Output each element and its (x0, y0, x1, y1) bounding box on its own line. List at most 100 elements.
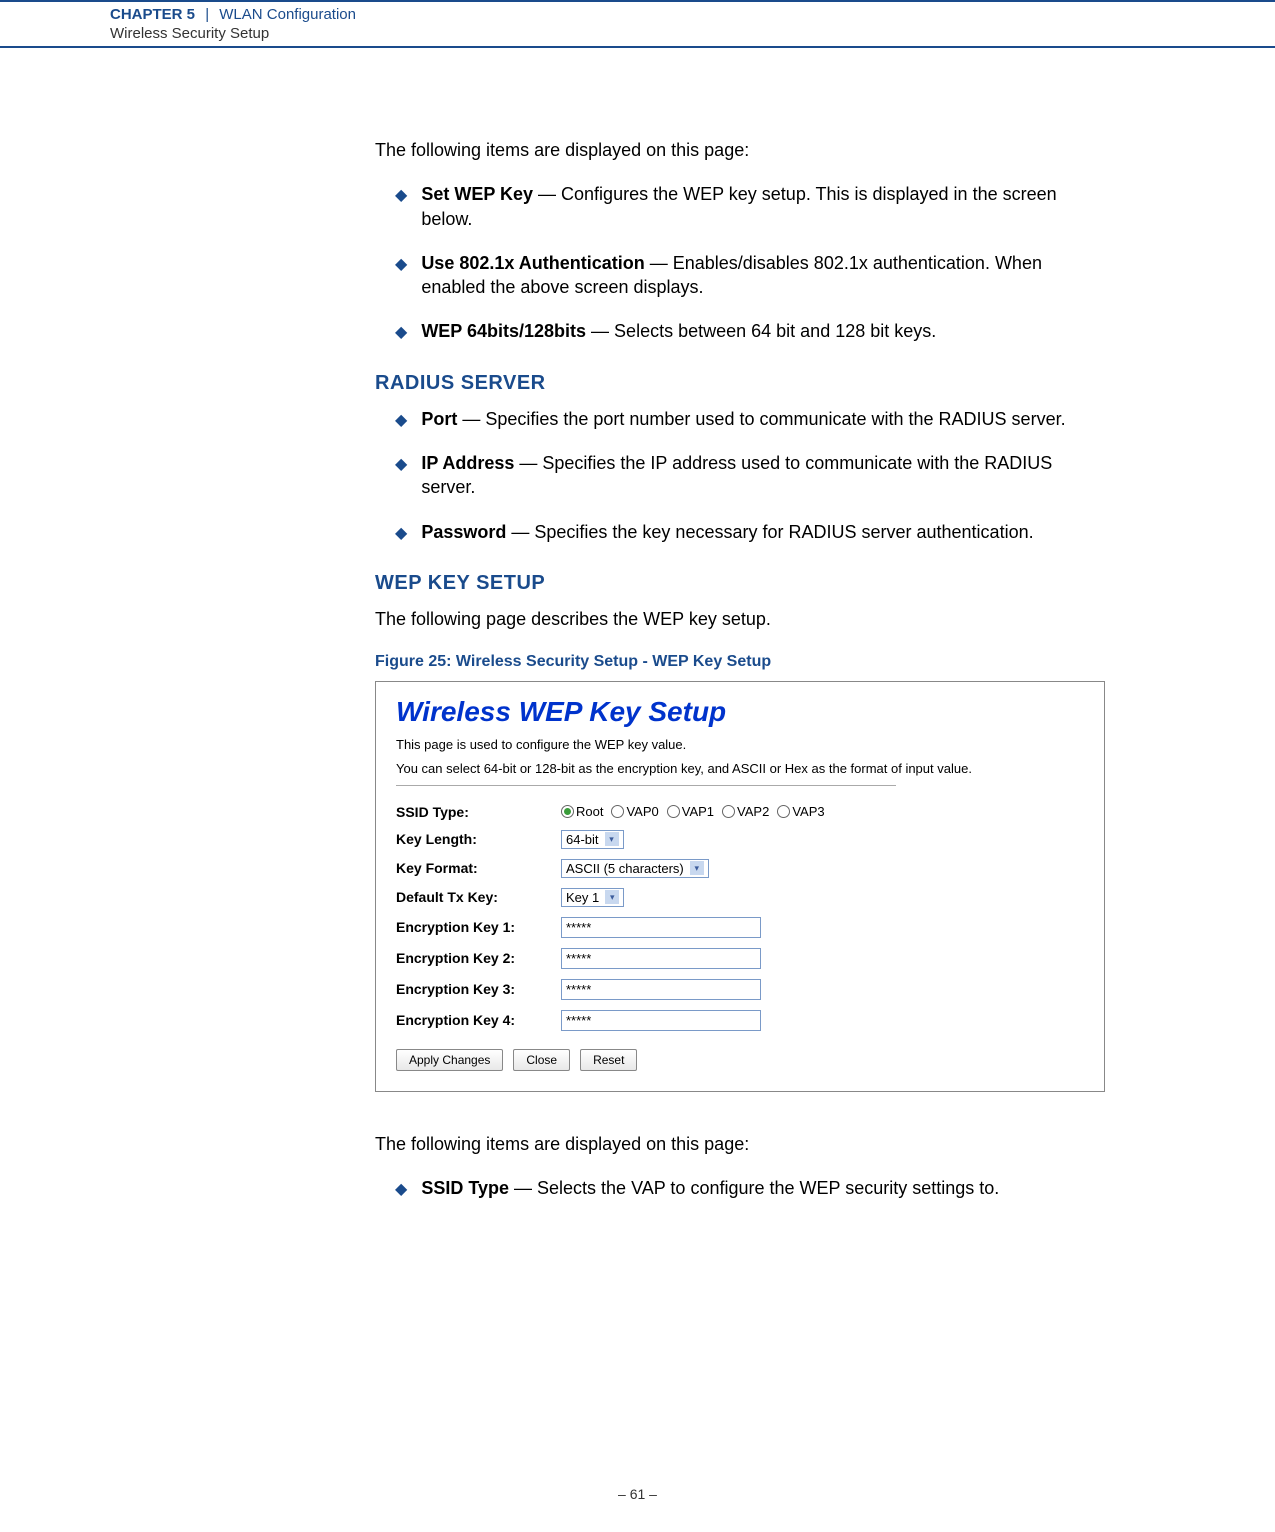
bullet-bold: Use 802.1x Authentication (421, 253, 644, 273)
radio-icon (667, 805, 680, 818)
enc-key-4-label: Encryption Key 4: (396, 1012, 561, 1028)
key-length-label: Key Length: (396, 831, 561, 847)
key-format-label: Key Format: (396, 860, 561, 876)
page-header: CHAPTER 5 | WLAN Configuration Wireless … (0, 0, 1275, 48)
row-enc-key-1: Encryption Key 1: (396, 917, 1084, 938)
diamond-icon: ◆ (395, 523, 407, 544)
figure-caption: Figure 25: Wireless Security Setup - WEP… (375, 653, 1105, 671)
header-subtitle: Wireless Security Setup (110, 25, 1275, 42)
default-tx-key-label: Default Tx Key: (396, 889, 561, 905)
button-row: Apply Changes Close Reset (396, 1049, 1084, 1071)
enc-key-3-label: Encryption Key 3: (396, 981, 561, 997)
diamond-icon: ◆ (395, 410, 407, 431)
radius-server-heading: RADIUS SERVER (375, 372, 1105, 395)
bullet-text: SSID Type — Selects the VAP to configure… (421, 1176, 999, 1200)
enc-key-1-input[interactable] (561, 917, 761, 938)
chapter-title: WLAN Configuration (219, 6, 356, 23)
wep-intro: The following page describes the WEP key… (375, 607, 1105, 631)
bullet-item: ◆ Password — Specifies the key necessary … (395, 520, 1105, 544)
screenshot-desc-2: You can select 64-bit or 128-bit as the … (396, 760, 1084, 778)
ssid-radio-root[interactable]: Root (561, 804, 603, 819)
bullet-text: WEP 64bits/128bits — Selects between 64 … (421, 319, 936, 343)
screenshot-title: Wireless WEP Key Setup (396, 696, 1084, 728)
bullet-bold: Port (421, 409, 457, 429)
screenshot-desc-1: This page is used to configure the WEP k… (396, 736, 1084, 754)
bullet-bold: Set WEP Key (421, 184, 533, 204)
bullet-item: ◆ SSID Type — Selects the VAP to configur… (395, 1176, 1105, 1200)
diamond-icon: ◆ (395, 322, 407, 343)
radio-icon (777, 805, 790, 818)
bullet-text: Set WEP Key — Configures the WEP key set… (421, 182, 1105, 231)
row-enc-key-3: Encryption Key 3: (396, 979, 1084, 1000)
radio-label: VAP1 (682, 804, 714, 819)
apply-changes-button[interactable]: Apply Changes (396, 1049, 503, 1071)
bullet-detail: — Selects the VAP to configure the WEP s… (509, 1178, 999, 1198)
enc-key-1-label: Encryption Key 1: (396, 919, 561, 935)
divider (396, 785, 896, 786)
bullet-text: Port — Specifies the port number used to… (421, 407, 1065, 431)
enc-key-2-label: Encryption Key 2: (396, 950, 561, 966)
bullet-item: ◆ Port — Specifies the port number used t… (395, 407, 1105, 431)
row-key-length: Key Length: 64-bit ▾ (396, 830, 1084, 849)
screenshot-wep-key-setup: Wireless WEP Key Setup This page is used… (375, 681, 1105, 1091)
bullet-detail: — Specifies the port number used to comm… (457, 409, 1065, 429)
bullet-text: Password — Specifies the key necessary f… (421, 520, 1033, 544)
bullet-item: ◆ Set WEP Key — Configures the WEP key se… (395, 182, 1105, 231)
key-length-value: 64-bit (566, 832, 599, 847)
page-number: – 61 – (0, 1486, 1275, 1502)
chevron-down-icon: ▾ (605, 890, 619, 904)
ssid-radio-vap2[interactable]: VAP2 (722, 804, 769, 819)
radio-icon (611, 805, 624, 818)
bullet-bold: WEP 64bits/128bits (421, 321, 586, 341)
ssid-type-label: SSID Type: (396, 804, 561, 820)
row-default-tx-key: Default Tx Key: Key 1 ▾ (396, 888, 1084, 907)
bullet-detail: — Selects between 64 bit and 128 bit key… (586, 321, 936, 341)
ssid-radio-vap1[interactable]: VAP1 (667, 804, 714, 819)
post-paragraph: The following items are displayed on thi… (375, 1132, 1105, 1156)
radio-label: VAP2 (737, 804, 769, 819)
bullet-text: IP Address — Specifies the IP address us… (421, 451, 1105, 500)
ssid-radio-vap3[interactable]: VAP3 (777, 804, 824, 819)
default-tx-key-select[interactable]: Key 1 ▾ (561, 888, 624, 907)
diamond-icon: ◆ (395, 1179, 407, 1200)
separator: | (205, 6, 209, 23)
radio-label: VAP0 (626, 804, 658, 819)
row-key-format: Key Format: ASCII (5 characters) ▾ (396, 859, 1084, 878)
bullet-item: ◆ Use 802.1x Authentication — Enables/dis… (395, 251, 1105, 300)
reset-button[interactable]: Reset (580, 1049, 637, 1071)
key-format-value: ASCII (5 characters) (566, 861, 684, 876)
radio-icon (722, 805, 735, 818)
diamond-icon: ◆ (395, 185, 407, 231)
enc-key-4-input[interactable] (561, 1010, 761, 1031)
diamond-icon: ◆ (395, 254, 407, 300)
chevron-down-icon: ▾ (690, 861, 704, 875)
bullet-bold: SSID Type (421, 1178, 509, 1198)
main-content: The following items are displayed on thi… (375, 138, 1105, 1200)
enc-key-2-input[interactable] (561, 948, 761, 969)
bullet-bold: Password (421, 522, 506, 542)
bullet-detail: — Specifies the key necessary for RADIUS… (506, 522, 1033, 542)
bullet-item: ◆ IP Address — Specifies the IP address u… (395, 451, 1105, 500)
row-ssid-type: SSID Type: Root VAP0 VAP1 VAP2 VAP3 (396, 804, 1084, 820)
bullet-text: Use 802.1x Authentication — Enables/disa… (421, 251, 1105, 300)
wep-key-setup-heading: WEP KEY SETUP (375, 572, 1105, 595)
diamond-icon: ◆ (395, 454, 407, 500)
bullet-item: ◆ WEP 64bits/128bits — Selects between 64… (395, 319, 1105, 343)
bullet-detail: — Specifies the IP address used to commu… (421, 453, 1052, 497)
key-length-select[interactable]: 64-bit ▾ (561, 830, 624, 849)
radio-label: VAP3 (792, 804, 824, 819)
close-button[interactable]: Close (513, 1049, 570, 1071)
enc-key-3-input[interactable] (561, 979, 761, 1000)
bullet-bold: IP Address (421, 453, 514, 473)
chevron-down-icon: ▾ (605, 832, 619, 846)
intro-paragraph: The following items are displayed on thi… (375, 138, 1105, 162)
row-enc-key-2: Encryption Key 2: (396, 948, 1084, 969)
radio-label: Root (576, 804, 603, 819)
chapter-label: CHAPTER 5 (110, 6, 195, 23)
radio-icon (561, 805, 574, 818)
default-tx-key-value: Key 1 (566, 890, 599, 905)
chapter-line: CHAPTER 5 | WLAN Configuration (110, 6, 1275, 23)
key-format-select[interactable]: ASCII (5 characters) ▾ (561, 859, 709, 878)
row-enc-key-4: Encryption Key 4: (396, 1010, 1084, 1031)
ssid-radio-vap0[interactable]: VAP0 (611, 804, 658, 819)
